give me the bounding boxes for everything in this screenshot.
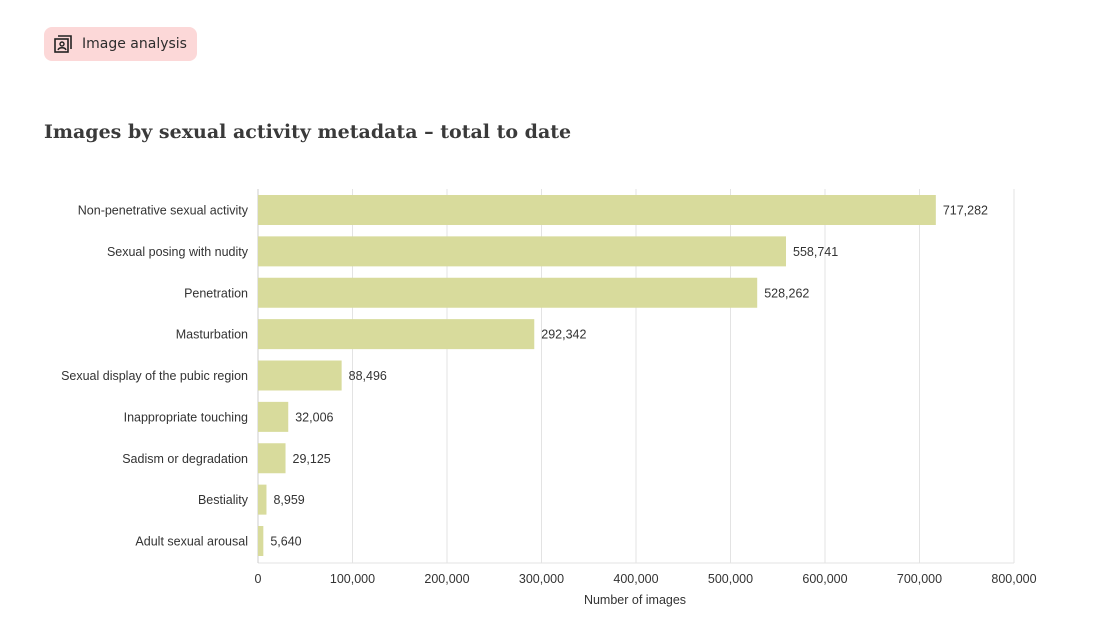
category-labels: Non-penetrative sexual activity Sexual po… <box>61 204 249 549</box>
chart-title: Images by sexual activity metadata – tot… <box>44 121 572 143</box>
x-axis-title: Number of images <box>584 593 686 607</box>
category-label: Masturbation <box>176 328 248 342</box>
category-label: Bestiality <box>198 493 249 507</box>
x-axis-ticks: 0 100,000 200,000 300,000 400,000 500,000 600,… <box>255 572 1037 586</box>
bar <box>258 360 342 391</box>
category-label: Penetration <box>184 286 248 300</box>
x-tick-label: 0 <box>255 572 262 586</box>
data-label: 88,496 <box>349 369 387 383</box>
badge-label: Image analysis <box>82 36 187 52</box>
x-tick-label: 500,000 <box>708 572 753 586</box>
data-label: 292,342 <box>541 328 586 342</box>
x-tick-label: 300,000 <box>519 572 564 586</box>
bar <box>258 236 787 267</box>
x-tick-label: 800,000 <box>991 572 1036 586</box>
bar <box>258 277 758 308</box>
bar <box>258 484 267 515</box>
data-label: 8,959 <box>273 493 304 507</box>
category-label: Non-penetrative sexual activity <box>78 204 249 218</box>
image-analysis-badge: Image analysis <box>44 27 197 61</box>
bar <box>258 401 289 432</box>
x-tick-label: 700,000 <box>897 572 942 586</box>
x-tick-label: 100,000 <box>330 572 375 586</box>
data-label: 528,262 <box>764 286 809 300</box>
category-label: Adult sexual arousal <box>135 535 248 549</box>
category-label: Sexual posing with nudity <box>107 245 249 259</box>
x-tick-label: 200,000 <box>424 572 469 586</box>
category-label: Sadism or degradation <box>122 452 248 466</box>
bar <box>258 195 936 225</box>
category-label: Inappropriate touching <box>124 410 248 424</box>
bar <box>258 319 535 350</box>
x-tick-label: 400,000 <box>613 572 658 586</box>
image-analysis-icon <box>54 35 72 53</box>
data-label: 558,741 <box>793 245 838 259</box>
value-labels: 717,282 558,741 528,262 292,342 88,496 32,006… <box>270 204 988 549</box>
bar <box>258 526 264 556</box>
bars <box>258 195 936 556</box>
data-label: 29,125 <box>293 452 331 466</box>
data-label: 717,282 <box>943 204 988 218</box>
bar <box>258 443 286 474</box>
data-label: 5,640 <box>270 535 301 549</box>
x-tick-label: 600,000 <box>802 572 847 586</box>
category-label: Sexual display of the pubic region <box>61 369 248 383</box>
data-label: 32,006 <box>295 410 333 424</box>
